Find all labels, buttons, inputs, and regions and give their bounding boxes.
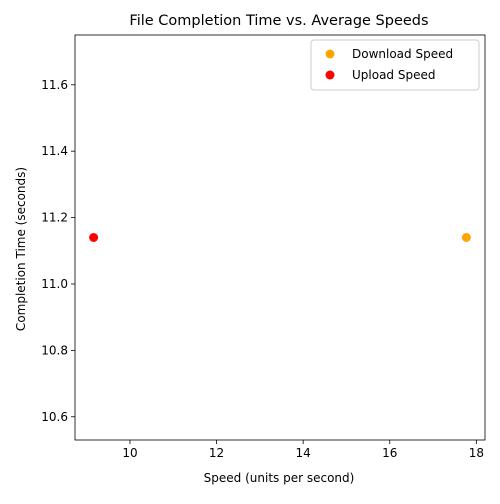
x-tick-label: 14 [296, 446, 311, 460]
chart-title: File Completion Time vs. Average Speeds [129, 13, 428, 29]
y-tick-label: 11.6 [41, 78, 68, 92]
x-axis-label: Speed (units per second) [204, 471, 355, 485]
legend-entry-label: Upload Speed [352, 68, 435, 82]
y-tick-label: 10.6 [41, 410, 68, 424]
legend-marker [325, 49, 335, 59]
legend-box [310, 39, 480, 91]
y-tick-label: 11.0 [41, 277, 68, 291]
x-tick-label: 10 [122, 446, 137, 460]
y-tick-label: 11.2 [41, 211, 68, 225]
y-tick-label: 10.8 [41, 343, 68, 357]
scatter-point [89, 233, 99, 242]
legend-marker [325, 70, 335, 80]
legend-entry-label: Download Speed [352, 47, 453, 61]
legend: Download Speed Upload Speed [310, 39, 480, 91]
y-axis-label: Completion Time (seconds) [14, 167, 28, 331]
y-tick-label: 11.4 [41, 144, 68, 158]
x-tick-label: 12 [209, 446, 224, 460]
x-tick-label: 18 [469, 446, 484, 460]
plot-area: 10 12 14 16 18 10.6 10.8 11.0 11.2 11.4 11.6 [41, 34, 486, 460]
scatter-point [461, 233, 471, 242]
axes-frame [74, 34, 486, 441]
x-tick-label: 16 [382, 446, 397, 460]
